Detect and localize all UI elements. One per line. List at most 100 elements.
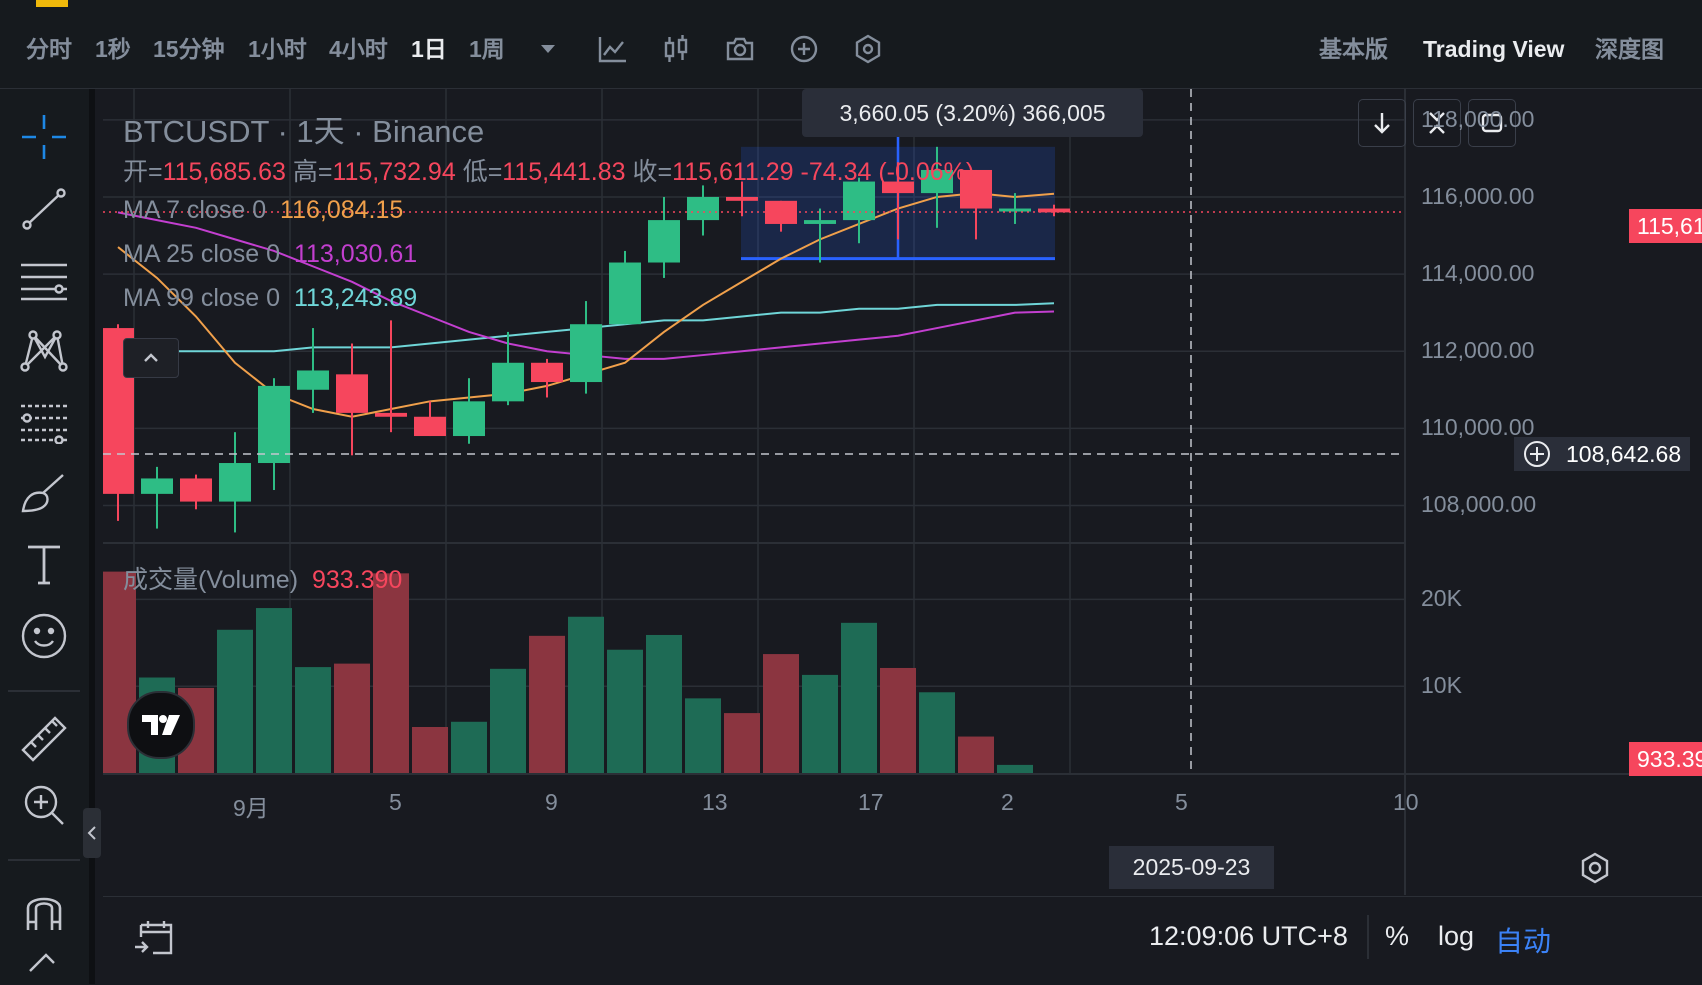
- volume-bar: [880, 667, 916, 773]
- date-axis-label: 5: [389, 789, 402, 815]
- volume-bar: [646, 634, 682, 773]
- settings-hex-icon[interactable]: [852, 32, 884, 66]
- auto-scale-toggle[interactable]: 自动: [1495, 926, 1552, 957]
- change-value: -74.34 (-0.06%): [800, 158, 975, 186]
- crosshair-icon[interactable]: [18, 111, 70, 163]
- candle-body[interactable]: [648, 220, 680, 263]
- open-value: 115,685.63: [162, 158, 286, 186]
- candle-body[interactable]: [297, 370, 329, 390]
- timeframe-tick[interactable]: 分时: [26, 36, 72, 62]
- ma99-value: 113,243.89: [293, 284, 418, 312]
- timeframe-1h[interactable]: 1小时: [248, 36, 307, 62]
- close-label: 收=: [632, 158, 673, 186]
- tradingview-logo[interactable]: [127, 691, 195, 759]
- lock-drawing-icon[interactable]: [18, 945, 70, 975]
- volume-bar: [997, 764, 1033, 773]
- volume-bar: [490, 668, 526, 773]
- view-depth[interactable]: 深度图: [1595, 36, 1664, 62]
- timeframe-1d[interactable]: 1日: [411, 36, 447, 62]
- camera-icon[interactable]: [724, 32, 756, 66]
- price-chart[interactable]: [103, 89, 1702, 895]
- date-axis-label: 13: [702, 789, 728, 815]
- candle-body[interactable]: [609, 262, 641, 325]
- candle-body[interactable]: [414, 416, 446, 437]
- chart-settings-icon[interactable]: [1576, 849, 1614, 887]
- symbol-title: BTCUSDT · 1天 · Binance: [123, 114, 485, 149]
- view-basic[interactable]: 基本版: [1319, 36, 1388, 62]
- date-axis-label: 2: [1001, 789, 1014, 815]
- collapse-arrows-icon[interactable]: [1413, 99, 1461, 147]
- volume-bar: [802, 674, 838, 773]
- candle-body[interactable]: [180, 478, 212, 502]
- crosshair-price-label: 108,642.68: [1514, 437, 1690, 471]
- horizontal-lines-icon[interactable]: [18, 254, 70, 306]
- candle-type-icon[interactable]: [660, 32, 692, 66]
- drawing-toolbar: [0, 89, 95, 984]
- timeframe-1s[interactable]: 1秒: [95, 36, 131, 62]
- ruler-icon[interactable]: [18, 713, 70, 765]
- timeframe-4h[interactable]: 4小时: [329, 36, 388, 62]
- open-label: 开=: [123, 158, 163, 186]
- percent-scale-toggle[interactable]: %: [1385, 921, 1410, 951]
- indicator-chart-icon[interactable]: [596, 32, 628, 66]
- price-axis-label: 112,000.00: [1421, 337, 1535, 364]
- candle-body[interactable]: [687, 196, 719, 221]
- text-tool-icon[interactable]: [18, 539, 70, 591]
- sidebar-divider: [8, 859, 80, 861]
- chevron-down-icon[interactable]: [532, 32, 564, 66]
- volume-axis-label: 20K: [1421, 585, 1462, 612]
- collapse-sidebar-button[interactable]: [83, 808, 101, 858]
- low-label: 低=: [462, 158, 503, 186]
- candle-body[interactable]: [1038, 208, 1070, 213]
- candle-body[interactable]: [999, 208, 1031, 212]
- measure-tooltip: 3,660.05 (3.20%) 366,005: [802, 89, 1143, 137]
- candle-body[interactable]: [336, 374, 368, 413]
- brush-icon[interactable]: [18, 467, 70, 519]
- timeframe-1w[interactable]: 1周: [469, 36, 505, 62]
- candle-body[interactable]: [375, 412, 407, 417]
- volume-bar: [373, 573, 409, 773]
- timeframe-15m[interactable]: 15分钟: [153, 36, 225, 62]
- arrow-down-icon[interactable]: [1358, 99, 1406, 147]
- crosshair-date-label: 2025-09-23: [1109, 846, 1274, 889]
- candle-body[interactable]: [219, 463, 251, 502]
- candle-body[interactable]: [492, 362, 524, 402]
- candle-body[interactable]: [141, 478, 173, 494]
- trend-line-icon[interactable]: [18, 183, 70, 235]
- candle-body[interactable]: [882, 181, 914, 194]
- collapse-legend-button[interactable]: [123, 338, 179, 378]
- candle-body[interactable]: [843, 181, 875, 221]
- candle-body[interactable]: [258, 385, 290, 464]
- volume-legend: 成交量(Volume) 933.390: [123, 560, 402, 596]
- fullscreen-icon[interactable]: [1468, 99, 1516, 147]
- candle-body[interactable]: [960, 169, 992, 209]
- ma99-label: MA 99 close 0: [123, 284, 281, 312]
- date-axis-label: 5: [1175, 789, 1188, 815]
- add-alert-icon[interactable]: [1522, 439, 1552, 469]
- candle-body[interactable]: [921, 169, 953, 194]
- volume-bar: [685, 698, 721, 773]
- volume-bar: [919, 692, 955, 773]
- candle-body[interactable]: [453, 401, 485, 437]
- magnet-icon[interactable]: [18, 883, 70, 935]
- emoji-icon[interactable]: [18, 610, 70, 662]
- candle-body[interactable]: [804, 220, 836, 224]
- date-range-icon[interactable]: [133, 917, 175, 959]
- price-axis-label: 110,000.00: [1421, 414, 1535, 441]
- divider: [1367, 915, 1369, 959]
- ma25-legend: MA 25 close 0 113,030.61: [123, 240, 417, 269]
- pattern-tool-icon[interactable]: [18, 325, 70, 377]
- volume-bar: [568, 616, 604, 773]
- add-indicator-icon[interactable]: [788, 32, 820, 66]
- view-tradingview[interactable]: Trading View: [1423, 36, 1565, 62]
- chart-area[interactable]: BTCUSDT · 1天 · Binance 开=115,685.63 高= 11…: [103, 89, 1702, 895]
- candle-body[interactable]: [531, 362, 563, 383]
- candle-body[interactable]: [570, 324, 602, 383]
- ma7-value: 116,084.15: [280, 196, 404, 224]
- zoom-in-icon[interactable]: [18, 779, 70, 831]
- candle-body[interactable]: [726, 196, 758, 201]
- log-scale-toggle[interactable]: log: [1438, 921, 1475, 951]
- clock-display: 12:09:06 UTC+8: [1149, 921, 1348, 951]
- fibonacci-icon[interactable]: [18, 395, 70, 447]
- high-label: 高=: [292, 158, 333, 186]
